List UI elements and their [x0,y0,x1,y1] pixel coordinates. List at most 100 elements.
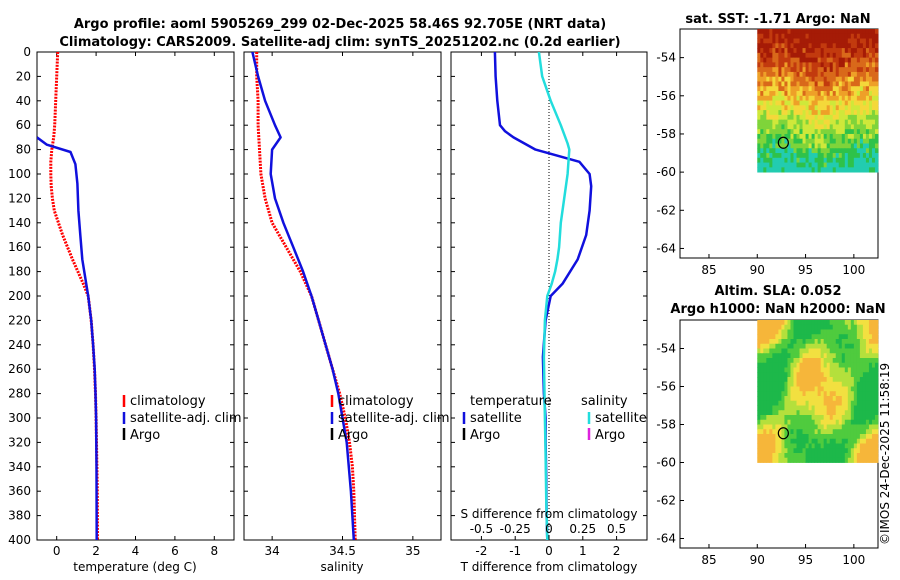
heatmap-cell [781,405,785,411]
heatmap-cell [838,410,843,416]
heatmap-cell [832,119,837,125]
heatmap-cell [871,438,876,444]
heatmap-cell [856,86,861,92]
heatmap-cell [817,343,822,349]
heatmap-cell [778,105,782,111]
heatmap-cell [808,119,812,125]
s-difference-tick-label: 0.25 [569,522,596,536]
heatmap-cell [838,362,843,368]
heatmap-cell [850,119,855,125]
heatmap-cell [805,381,809,387]
heatmap-cell [859,438,864,444]
heatmap-cell [778,67,782,73]
heatmap-cell [859,162,864,168]
heatmap-cell [859,62,864,68]
heatmap-cell [793,419,797,425]
heatmap-cell [787,334,791,340]
heatmap-cell [817,358,822,364]
heatmap-cell [832,95,837,101]
heatmap-cell [763,362,767,368]
heatmap-cell [790,157,794,163]
heatmap-cell [778,457,782,463]
heatmap-cell [775,100,779,106]
heatmap-cell [856,362,861,368]
heatmap-cell [856,419,861,425]
heatmap-cell [769,391,773,397]
heatmap-cell [760,448,764,454]
heatmap-cell [808,405,812,411]
heatmap-cell [769,114,773,121]
heatmap-cell [817,38,822,44]
heatmap-cell [808,391,812,397]
heatmap-cell [814,81,819,87]
heatmap-cell [835,372,840,378]
heatmap-cell [823,153,828,159]
heatmap-cell [868,424,873,430]
heatmap-cell [778,343,782,349]
heatmap-cell [781,29,785,35]
heatmap-cell [850,38,855,44]
heatmap-cell [859,129,864,135]
heatmap-cell [781,52,785,59]
heatmap-cell [835,405,840,411]
heatmap-cell [757,57,761,63]
heatmap-cell [760,110,764,116]
heatmap-cell [793,448,797,454]
heatmap-cell [808,133,812,140]
heatmap-cell [868,124,873,130]
heatmap-cell [823,434,828,440]
heatmap-cell [814,396,819,402]
heatmap-cell [856,453,861,459]
heatmap-cell [811,438,816,444]
heatmap-cell [871,33,876,39]
heatmap-cell [769,81,773,87]
heatmap-cell [823,52,828,59]
heatmap-cell [772,67,776,73]
heatmap-cell [808,419,812,425]
heatmap-cell [772,438,776,444]
heatmap-cell [820,424,825,430]
heatmap-cell [862,133,867,140]
heatmap-cell [814,339,819,345]
heatmap-cell [832,320,837,326]
heatmap-cell [781,71,785,78]
heatmap-cell [805,110,809,116]
heatmap-cell [793,405,797,411]
heatmap-cell [832,410,837,416]
heatmap-cell [829,133,834,140]
heatmap-cell [808,396,812,402]
heatmap-cell [874,405,879,411]
heatmap-cell [844,62,849,68]
heatmap-cell [871,400,876,406]
heatmap-cell [817,448,822,454]
heatmap-cell [856,400,861,406]
heatmap-cell [760,343,764,349]
heatmap-cell [781,415,785,421]
heatmap-cell [814,71,819,78]
heatmap-cell [871,377,876,383]
heatmap-cell [865,343,870,349]
heatmap-cell [787,157,791,163]
heatmap-cell [823,429,828,435]
heatmap-cell [847,429,852,435]
heatmap-cell [835,110,840,116]
heatmap-cell [826,367,831,373]
heatmap-cell [763,38,767,44]
heatmap-cell [784,57,788,63]
heatmap-cell [787,38,791,44]
heatmap-cell [847,62,852,68]
heatmap-cell [835,320,840,326]
heatmap-cell [766,81,770,87]
heatmap-cell [844,438,849,444]
heatmap-cell [793,353,797,359]
depth-tick-label: 200 [8,289,31,303]
heatmap-cell [829,143,834,149]
heatmap-cell [850,438,855,444]
heatmap-cell [841,29,846,35]
heatmap-cell [772,320,776,326]
heatmap-cell [769,100,773,106]
heatmap-cell [808,443,812,449]
heatmap-cell [772,138,776,144]
heatmap-cell [790,124,794,130]
heatmap-cell [802,67,806,73]
